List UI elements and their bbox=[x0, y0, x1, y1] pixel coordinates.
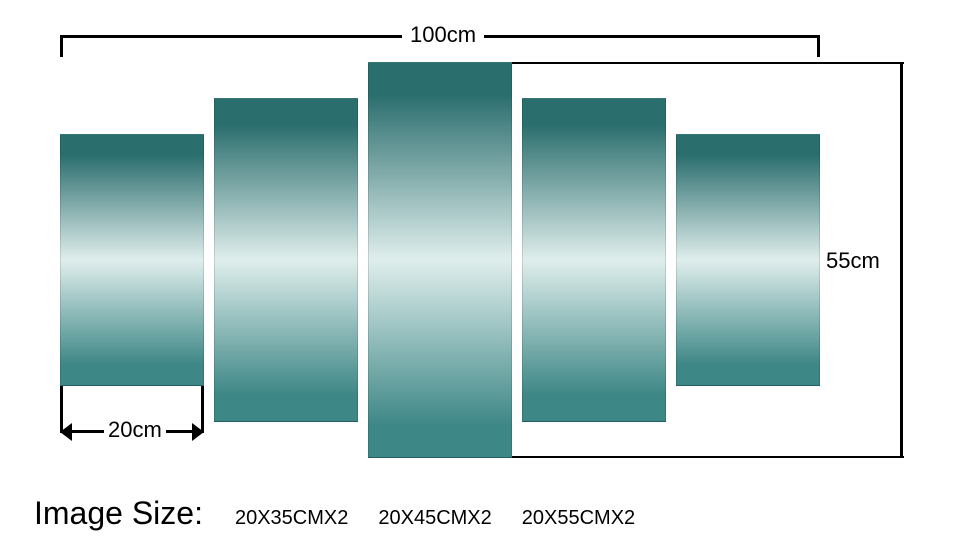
dim-right-ext-bot bbox=[512, 456, 904, 458]
dim-right-ext-top bbox=[512, 62, 904, 64]
dim-right-line bbox=[900, 62, 903, 458]
dim-height-label: 55cm bbox=[826, 248, 880, 274]
canvas-panel-1 bbox=[60, 134, 204, 386]
dim-top-tick-left bbox=[60, 35, 63, 57]
image-size-line: Image Size: 20X35CMX2 20X45CMX2 20X55CMX… bbox=[34, 495, 635, 532]
canvas-size-diagram: 100cm 55cm 20cm Image Size: 20X35CMX2 20… bbox=[0, 0, 960, 550]
image-size-item-2: 20X45CMX2 bbox=[378, 507, 491, 530]
dim-pw-arrow-right bbox=[192, 423, 204, 441]
image-size-item-1: 20X35CMX2 bbox=[235, 507, 348, 530]
image-size-item-3: 20X55CMX2 bbox=[522, 507, 635, 530]
dim-panel-width-label: 20cm bbox=[104, 417, 166, 443]
canvas-panel-5 bbox=[676, 134, 820, 386]
image-size-lead: Image Size: bbox=[34, 495, 203, 532]
canvas-panel-2 bbox=[214, 98, 358, 422]
dim-pw-arrow-left bbox=[60, 423, 72, 441]
dim-top-tick-right bbox=[817, 35, 820, 57]
canvas-panel-3 bbox=[368, 62, 512, 458]
dim-width-label: 100cm bbox=[402, 22, 484, 48]
canvas-panel-4 bbox=[522, 98, 666, 422]
